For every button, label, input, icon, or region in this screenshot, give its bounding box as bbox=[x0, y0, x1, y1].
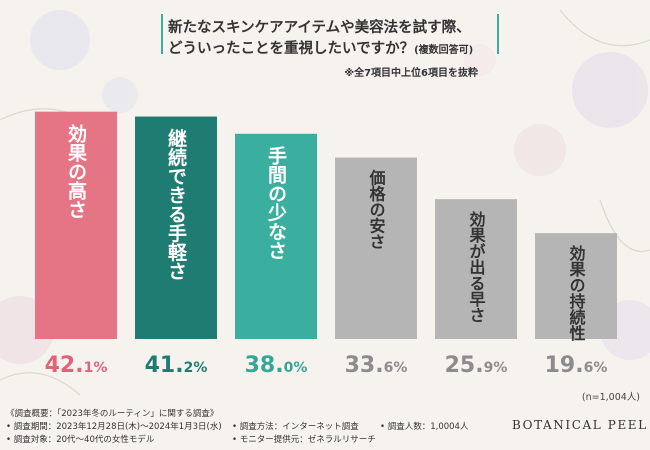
brand-logo: BOTANICAL PEEL bbox=[512, 418, 648, 432]
value-label-dec-6: 6% bbox=[584, 360, 608, 376]
category-label-4: 価格の安さ bbox=[367, 169, 387, 250]
survey-count: • 調査人数：1,0004人 bbox=[380, 422, 469, 432]
value-label-1: 42.1% bbox=[45, 353, 108, 378]
value-label-6: 19.6% bbox=[545, 353, 608, 378]
chart-title-line-2-main: どういったことを重視したいですか？ bbox=[168, 41, 415, 57]
sample-size-label: (n=1,004人) bbox=[581, 392, 640, 403]
bar-chart: 効果の高さ 42.1% 継続できる手軽さ 41.2% 手間の少なさ 38.0% 価格の安さ 3… bbox=[35, 111, 617, 378]
chart-title-line-1: 新たなスキンケアアイテムや美容法を試す際、 bbox=[168, 20, 471, 36]
bar-2 bbox=[135, 116, 217, 340]
value-label-int-2: 41. bbox=[145, 353, 184, 378]
value-label-dec-1: 1% bbox=[84, 360, 108, 376]
survey-summary: 《調査概要：「2023年冬のルーティン」に関する調査》 bbox=[6, 409, 219, 419]
survey-provider: • モニター提供元：ゼネラルリサーチ bbox=[232, 435, 376, 445]
bar-6 bbox=[535, 233, 617, 339]
category-label-1: 効果の高さ bbox=[65, 122, 88, 218]
survey-method: • 調査方法：インターネット調査 bbox=[232, 422, 359, 432]
title-box: 新たなスキンケアアイテムや美容法を試す際、 どういったことを重視したいですか？(… bbox=[158, 10, 502, 58]
value-label-dec-5: 9% bbox=[484, 360, 508, 376]
bar-1 bbox=[35, 111, 117, 339]
bar-5 bbox=[435, 199, 517, 339]
category-label-2: 継続できる手軽さ bbox=[165, 127, 187, 280]
value-label-int-6: 19. bbox=[545, 353, 584, 378]
category-label-3: 手間の少なさ bbox=[265, 145, 288, 260]
value-label-dec-4: 6% bbox=[384, 360, 408, 376]
survey-period: • 調査期間：2023年12月28日(木)〜2024年1月3日(水) bbox=[6, 422, 222, 432]
survey-target: • 調査対象：20代〜40代の女性モデル bbox=[6, 435, 155, 445]
bar-4 bbox=[335, 157, 417, 339]
category-label-6: 効果の持続性 bbox=[567, 244, 587, 342]
bar-3 bbox=[235, 133, 317, 339]
value-label-2: 41.2% bbox=[145, 353, 208, 378]
value-label-int-3: 38. bbox=[245, 353, 284, 378]
value-label-5: 25.9% bbox=[445, 353, 508, 378]
value-label-int-4: 33. bbox=[345, 353, 384, 378]
survey-footer: 《調査概要：「2023年冬のルーティン」に関する調査》 • 調査期間：2023年… bbox=[6, 407, 506, 447]
value-label-int-5: 25. bbox=[445, 353, 484, 378]
value-label-dec-2: 2% bbox=[184, 360, 208, 376]
chart-title-subnote: (複数回答可) bbox=[414, 45, 474, 56]
value-label-3: 38.0% bbox=[245, 353, 308, 378]
value-label-dec-3: 0% bbox=[284, 360, 308, 376]
value-label-int-1: 42. bbox=[45, 353, 84, 378]
extraction-note: ※全7項目中上位6項目を抜粋 bbox=[344, 68, 478, 79]
value-label-4: 33.6% bbox=[345, 353, 408, 378]
category-label-5: 効果が出る早さ bbox=[467, 210, 487, 323]
chart-title-line-2: どういったことを重視したいですか？(複数回答可) bbox=[168, 37, 473, 58]
